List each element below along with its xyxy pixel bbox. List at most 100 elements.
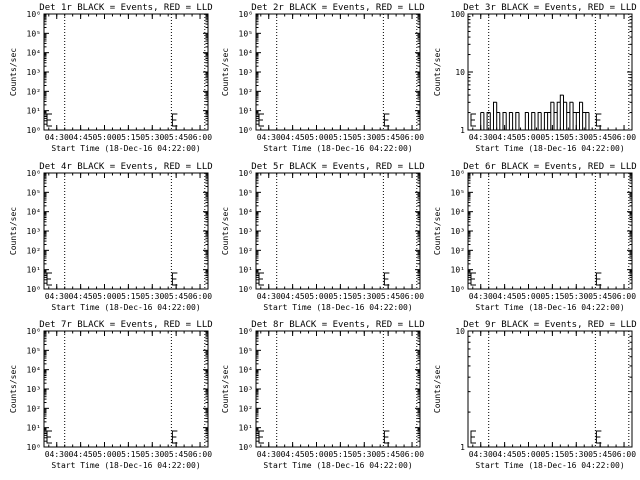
chart-panel-6: Det 6r BLACK = Events, RED = LLD 10⁰ 10¹ 10… bbox=[433, 162, 637, 312]
plot-frame bbox=[255, 172, 421, 290]
chart-title: Det 8r BLACK = Events, RED = LLD bbox=[251, 320, 424, 330]
x-tick-label: 05:00 bbox=[304, 450, 328, 459]
x-tick-label: 04:45 bbox=[69, 133, 93, 142]
events-series-line bbox=[480, 94, 596, 131]
y-tick-label: 10² bbox=[451, 246, 465, 255]
interval-marker bbox=[258, 430, 264, 444]
x-tick-label: 05:15 bbox=[116, 292, 140, 301]
x-tick-label: 04:30 bbox=[45, 133, 69, 142]
y-tick-label: 10² bbox=[27, 404, 41, 413]
x-tick-label: 04:45 bbox=[493, 133, 517, 142]
y-tick-label: 10⁰ bbox=[239, 443, 253, 452]
x-tick-label: 06:00 bbox=[400, 450, 424, 459]
chart-panel-1: Det 1r BLACK = Events, RED = LLD 10⁰ 10¹ 10… bbox=[9, 3, 213, 153]
y-tick-label: 10² bbox=[27, 87, 41, 96]
x-tick-label: 05:00 bbox=[92, 450, 116, 459]
x-axis-label: Start Time (18-Dec-16 04:22:00) bbox=[263, 461, 412, 470]
y-tick-label: 10⁵ bbox=[451, 188, 465, 197]
y-tick-label: 10³ bbox=[451, 227, 465, 236]
interval-marker bbox=[383, 272, 390, 286]
y-tick-label: 10⁴ bbox=[239, 208, 253, 217]
y-tick-label: 10¹ bbox=[239, 107, 253, 116]
chart-panel-5: Det 5r BLACK = Events, RED = LLD 10⁰ 10¹ 10… bbox=[221, 162, 425, 312]
y-tick-label: 10⁵ bbox=[239, 29, 253, 38]
x-tick-label: 04:30 bbox=[469, 450, 493, 459]
x-tick-label: 04:30 bbox=[257, 292, 281, 301]
y-tick-label: 10¹ bbox=[27, 107, 41, 116]
x-tick-label: 06:00 bbox=[612, 450, 636, 459]
y-tick-label: 10 bbox=[455, 68, 465, 77]
x-tick-label: 05:45 bbox=[164, 292, 188, 301]
y-tick-label: 10⁴ bbox=[27, 366, 41, 375]
x-tick-label: 05:00 bbox=[516, 450, 540, 459]
x-tick-label: 05:00 bbox=[92, 133, 116, 142]
chart-panel-4: Det 4r BLACK = Events, RED = LLD 10⁰ 10¹ 10… bbox=[9, 162, 213, 312]
y-tick-label: 10³ bbox=[239, 385, 253, 394]
y-tick-label: 10⁰ bbox=[27, 126, 41, 135]
x-tick-label: 04:30 bbox=[469, 292, 493, 301]
x-axis-label: Start Time (18-Dec-16 04:22:00) bbox=[51, 461, 200, 470]
y-tick-label: 10⁵ bbox=[27, 188, 41, 197]
x-tick-label: 05:15 bbox=[116, 133, 140, 142]
y-axis-label: Counts/sec bbox=[433, 365, 442, 413]
plot-frame bbox=[43, 330, 209, 448]
y-axis-label: Counts/sec bbox=[9, 365, 18, 413]
chart-title: Det 9r BLACK = Events, RED = LLD bbox=[463, 320, 636, 330]
y-tick-label: 10⁶ bbox=[239, 10, 253, 19]
x-tick-label: 04:45 bbox=[493, 450, 517, 459]
plot-frame bbox=[255, 330, 421, 448]
x-tick-label: 04:45 bbox=[281, 133, 305, 142]
y-tick-label: 10¹ bbox=[27, 424, 41, 433]
y-tick-label: 10⁶ bbox=[27, 327, 41, 336]
y-tick-label: 10⁴ bbox=[239, 49, 253, 58]
y-tick-label: 10² bbox=[27, 246, 41, 255]
x-tick-label: 06:00 bbox=[188, 133, 212, 142]
x-axis-label: Start Time (18-Dec-16 04:22:00) bbox=[263, 303, 412, 312]
y-tick-label: 10¹ bbox=[239, 266, 253, 275]
x-tick-label: 05:30 bbox=[564, 133, 588, 142]
x-tick-label: 05:45 bbox=[164, 450, 188, 459]
x-axis-label: Start Time (18-Dec-16 04:22:00) bbox=[263, 144, 412, 153]
x-tick-label: 04:45 bbox=[69, 292, 93, 301]
y-tick-label: 10⁴ bbox=[451, 208, 465, 217]
x-axis-label: Start Time (18-Dec-16 04:22:00) bbox=[51, 144, 200, 153]
x-tick-label: 05:45 bbox=[588, 133, 612, 142]
x-tick-label: 05:30 bbox=[140, 133, 164, 142]
chart-title: Det 2r BLACK = Events, RED = LLD bbox=[251, 3, 424, 13]
y-tick-label: 10⁰ bbox=[451, 285, 465, 294]
interval-marker bbox=[595, 430, 602, 444]
x-axis-label: Start Time (18-Dec-16 04:22:00) bbox=[475, 144, 624, 153]
y-tick-label: 1 bbox=[460, 443, 465, 452]
interval-marker bbox=[171, 272, 178, 286]
chart-panel-3: Det 3r BLACK = Events, RED = LLD 1 10 100 Co… bbox=[433, 3, 637, 153]
x-tick-label: 05:30 bbox=[140, 450, 164, 459]
x-axis-label: Start Time (18-Dec-16 04:22:00) bbox=[475, 303, 624, 312]
chart-panel-2: Det 2r BLACK = Events, RED = LLD 10⁰ 10¹ 10… bbox=[221, 3, 425, 153]
x-tick-label: 05:30 bbox=[352, 292, 376, 301]
y-axis-label: Counts/sec bbox=[221, 365, 230, 413]
y-tick-label: 10⁴ bbox=[27, 208, 41, 217]
x-tick-label: 05:00 bbox=[516, 292, 540, 301]
y-tick-label: 10⁵ bbox=[239, 346, 253, 355]
x-tick-label: 05:30 bbox=[352, 133, 376, 142]
plot-frame bbox=[467, 330, 633, 448]
x-tick-label: 04:45 bbox=[493, 292, 517, 301]
y-tick-label: 10² bbox=[239, 87, 253, 96]
x-tick-label: 06:00 bbox=[188, 450, 212, 459]
y-tick-label: 10⁶ bbox=[451, 169, 465, 178]
chart-panel-9: Det 9r BLACK = Events, RED = LLD 1 10 Count… bbox=[433, 320, 637, 470]
interval-marker bbox=[171, 113, 178, 127]
x-tick-label: 04:30 bbox=[257, 133, 281, 142]
y-axis-label: Counts/sec bbox=[221, 48, 230, 96]
y-tick-label: 10⁵ bbox=[27, 346, 41, 355]
y-tick-label: 10⁶ bbox=[239, 169, 253, 178]
y-axis-label: Counts/sec bbox=[221, 207, 230, 255]
x-tick-label: 05:15 bbox=[328, 450, 352, 459]
x-tick-label: 05:45 bbox=[376, 133, 400, 142]
x-tick-label: 04:45 bbox=[281, 450, 305, 459]
chart-title: Det 1r BLACK = Events, RED = LLD bbox=[39, 3, 212, 13]
x-tick-label: 04:45 bbox=[69, 450, 93, 459]
interval-marker bbox=[258, 113, 264, 127]
interval-marker bbox=[470, 430, 476, 444]
